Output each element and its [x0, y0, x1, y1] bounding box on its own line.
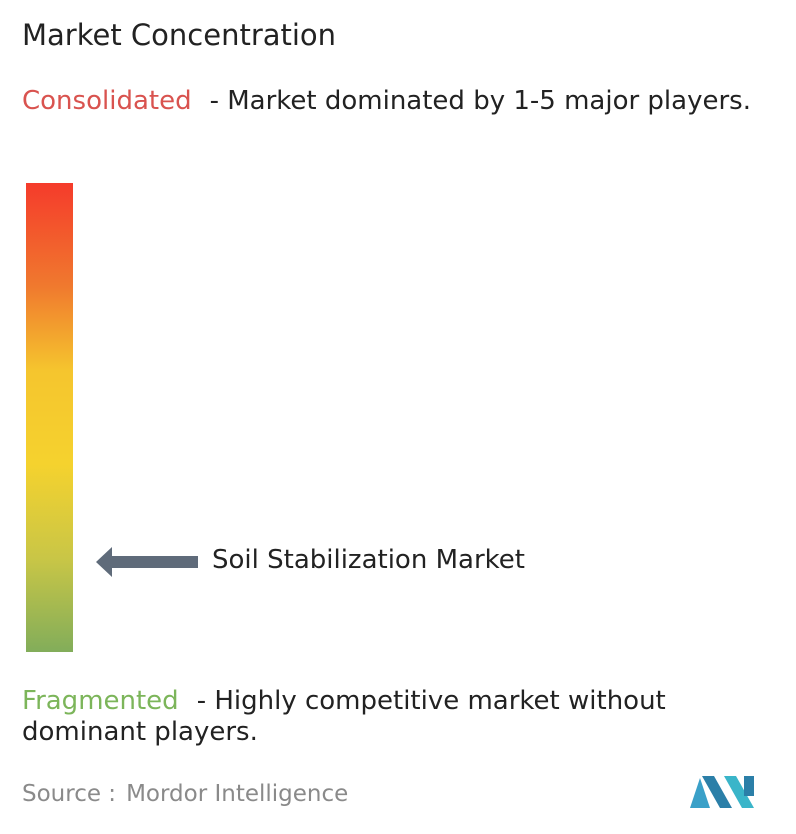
- logo-shape: [702, 776, 732, 808]
- logo: [690, 776, 754, 808]
- fragmented-label: Fragmented: [22, 686, 179, 716]
- concentration-gradient: [26, 183, 73, 652]
- title: Market Concentration: [22, 18, 337, 52]
- arrow-shape: [96, 547, 198, 577]
- consolidated-label: Consolidated: [22, 86, 192, 116]
- marker-arrow: [96, 547, 198, 577]
- logo-shape: [690, 778, 710, 808]
- fragmented-description: - Highly competitive market without domi…: [22, 686, 666, 747]
- logo-shape: [744, 776, 754, 796]
- consolidated-description: - Market dominated by 1-5 major players.: [209, 86, 751, 116]
- logo-shape: [724, 776, 754, 808]
- source-name: Mordor Intelligence: [126, 781, 349, 807]
- fragmented-legend: Fragmented - Highly competitive market wi…: [22, 686, 792, 748]
- source-label: Source :: [22, 781, 117, 807]
- source: Source : Mordor Intelligence: [22, 781, 348, 807]
- marker-label: Soil Stabilization Market: [212, 545, 525, 575]
- consolidated-legend: Consolidated - Market dominated by 1-5 ma…: [22, 86, 792, 117]
